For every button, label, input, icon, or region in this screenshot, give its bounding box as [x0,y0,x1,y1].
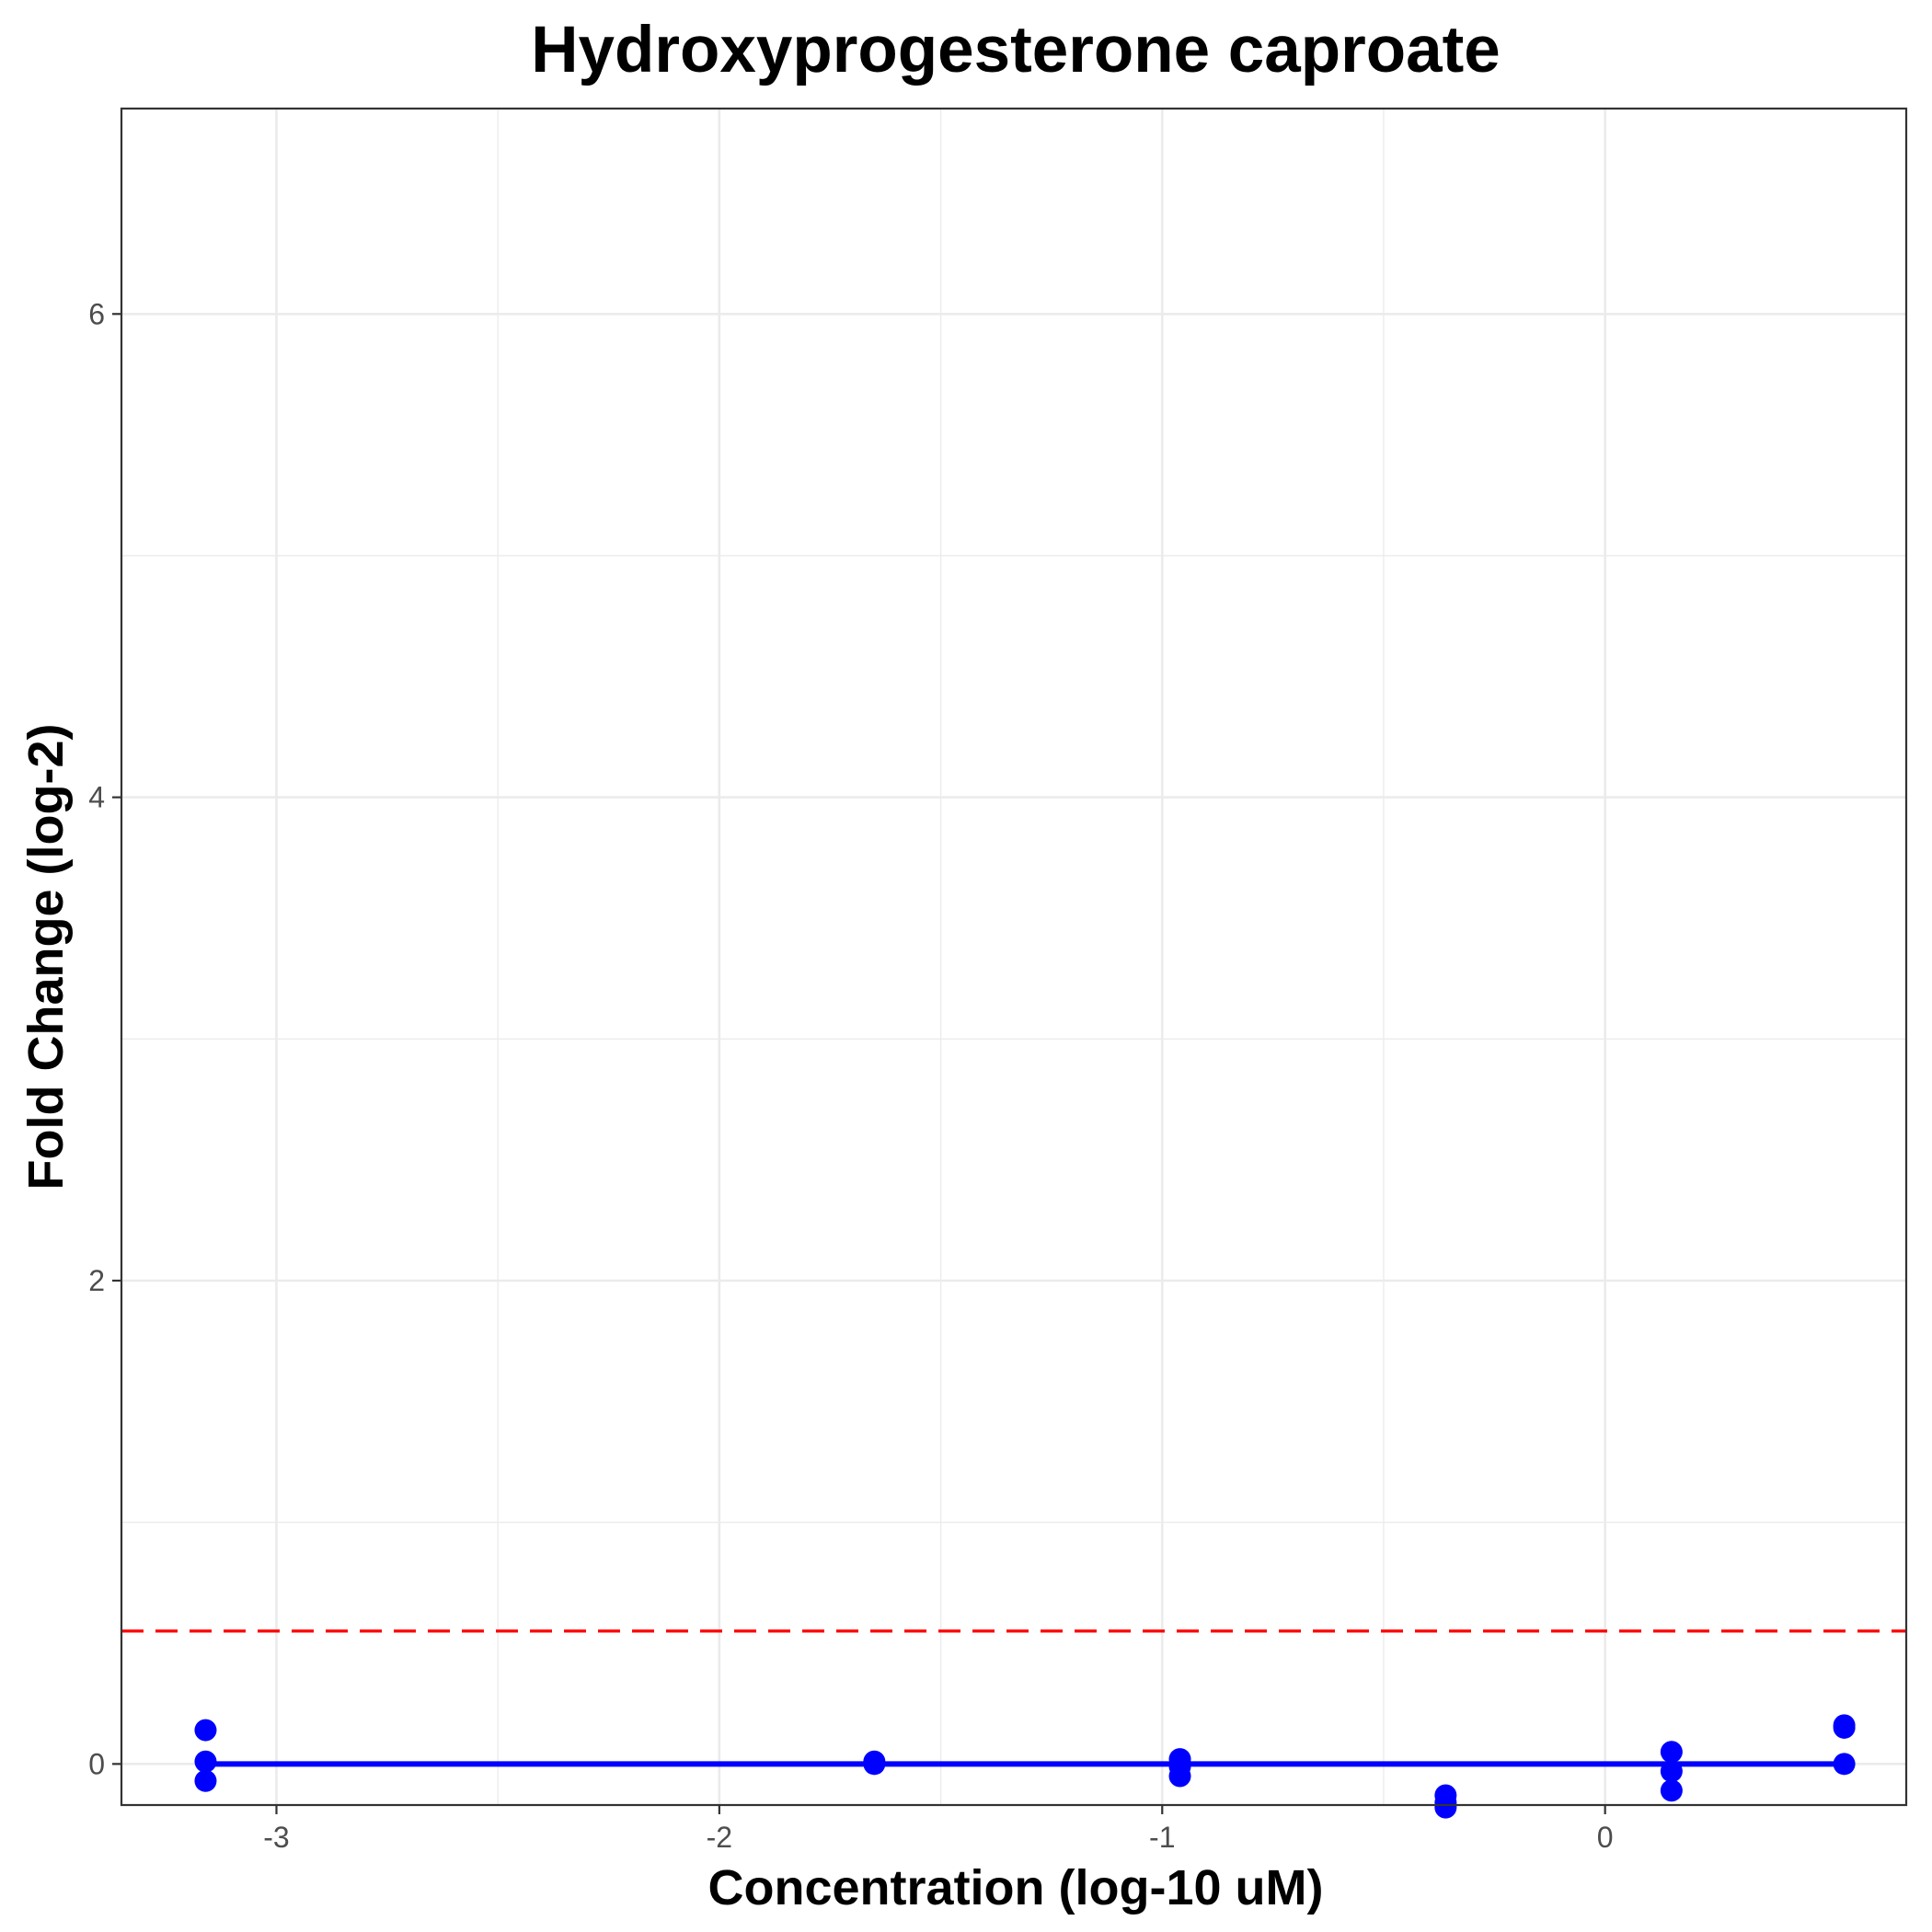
y-tick-label: 2 [88,1264,105,1297]
y-axis-title: Fold Change (log-2) [18,724,74,1190]
data-point [1833,1753,1856,1776]
data-point [863,1753,886,1776]
data-point [1833,1714,1856,1737]
data-point [1660,1760,1683,1783]
y-tick-label: 0 [88,1747,105,1780]
axis-ticks: -3 -2 -1 0 0 2 4 6 [88,297,1613,1854]
data-point [194,1769,217,1792]
plot-panel-background [121,109,1906,1805]
data-point [1660,1741,1683,1764]
x-axis-title: Concentration (log-10 uM) [708,1860,1324,1915]
data-point [1168,1765,1191,1788]
y-tick-label: 4 [88,781,105,814]
data-points [194,1714,1856,1819]
x-tick-label: 0 [1597,1821,1614,1854]
plot-panel-border [120,107,1908,1807]
data-point [1434,1796,1457,1819]
data-point [1660,1779,1683,1802]
y-tick-label: 6 [88,297,105,330]
chart-title: Hydroxyprogesterone caproate [531,14,1501,86]
data-point [194,1750,217,1773]
x-tick-label: -2 [707,1821,732,1854]
data-point [194,1719,217,1742]
x-tick-label: -1 [1149,1821,1175,1854]
x-tick-label: -3 [263,1821,289,1854]
